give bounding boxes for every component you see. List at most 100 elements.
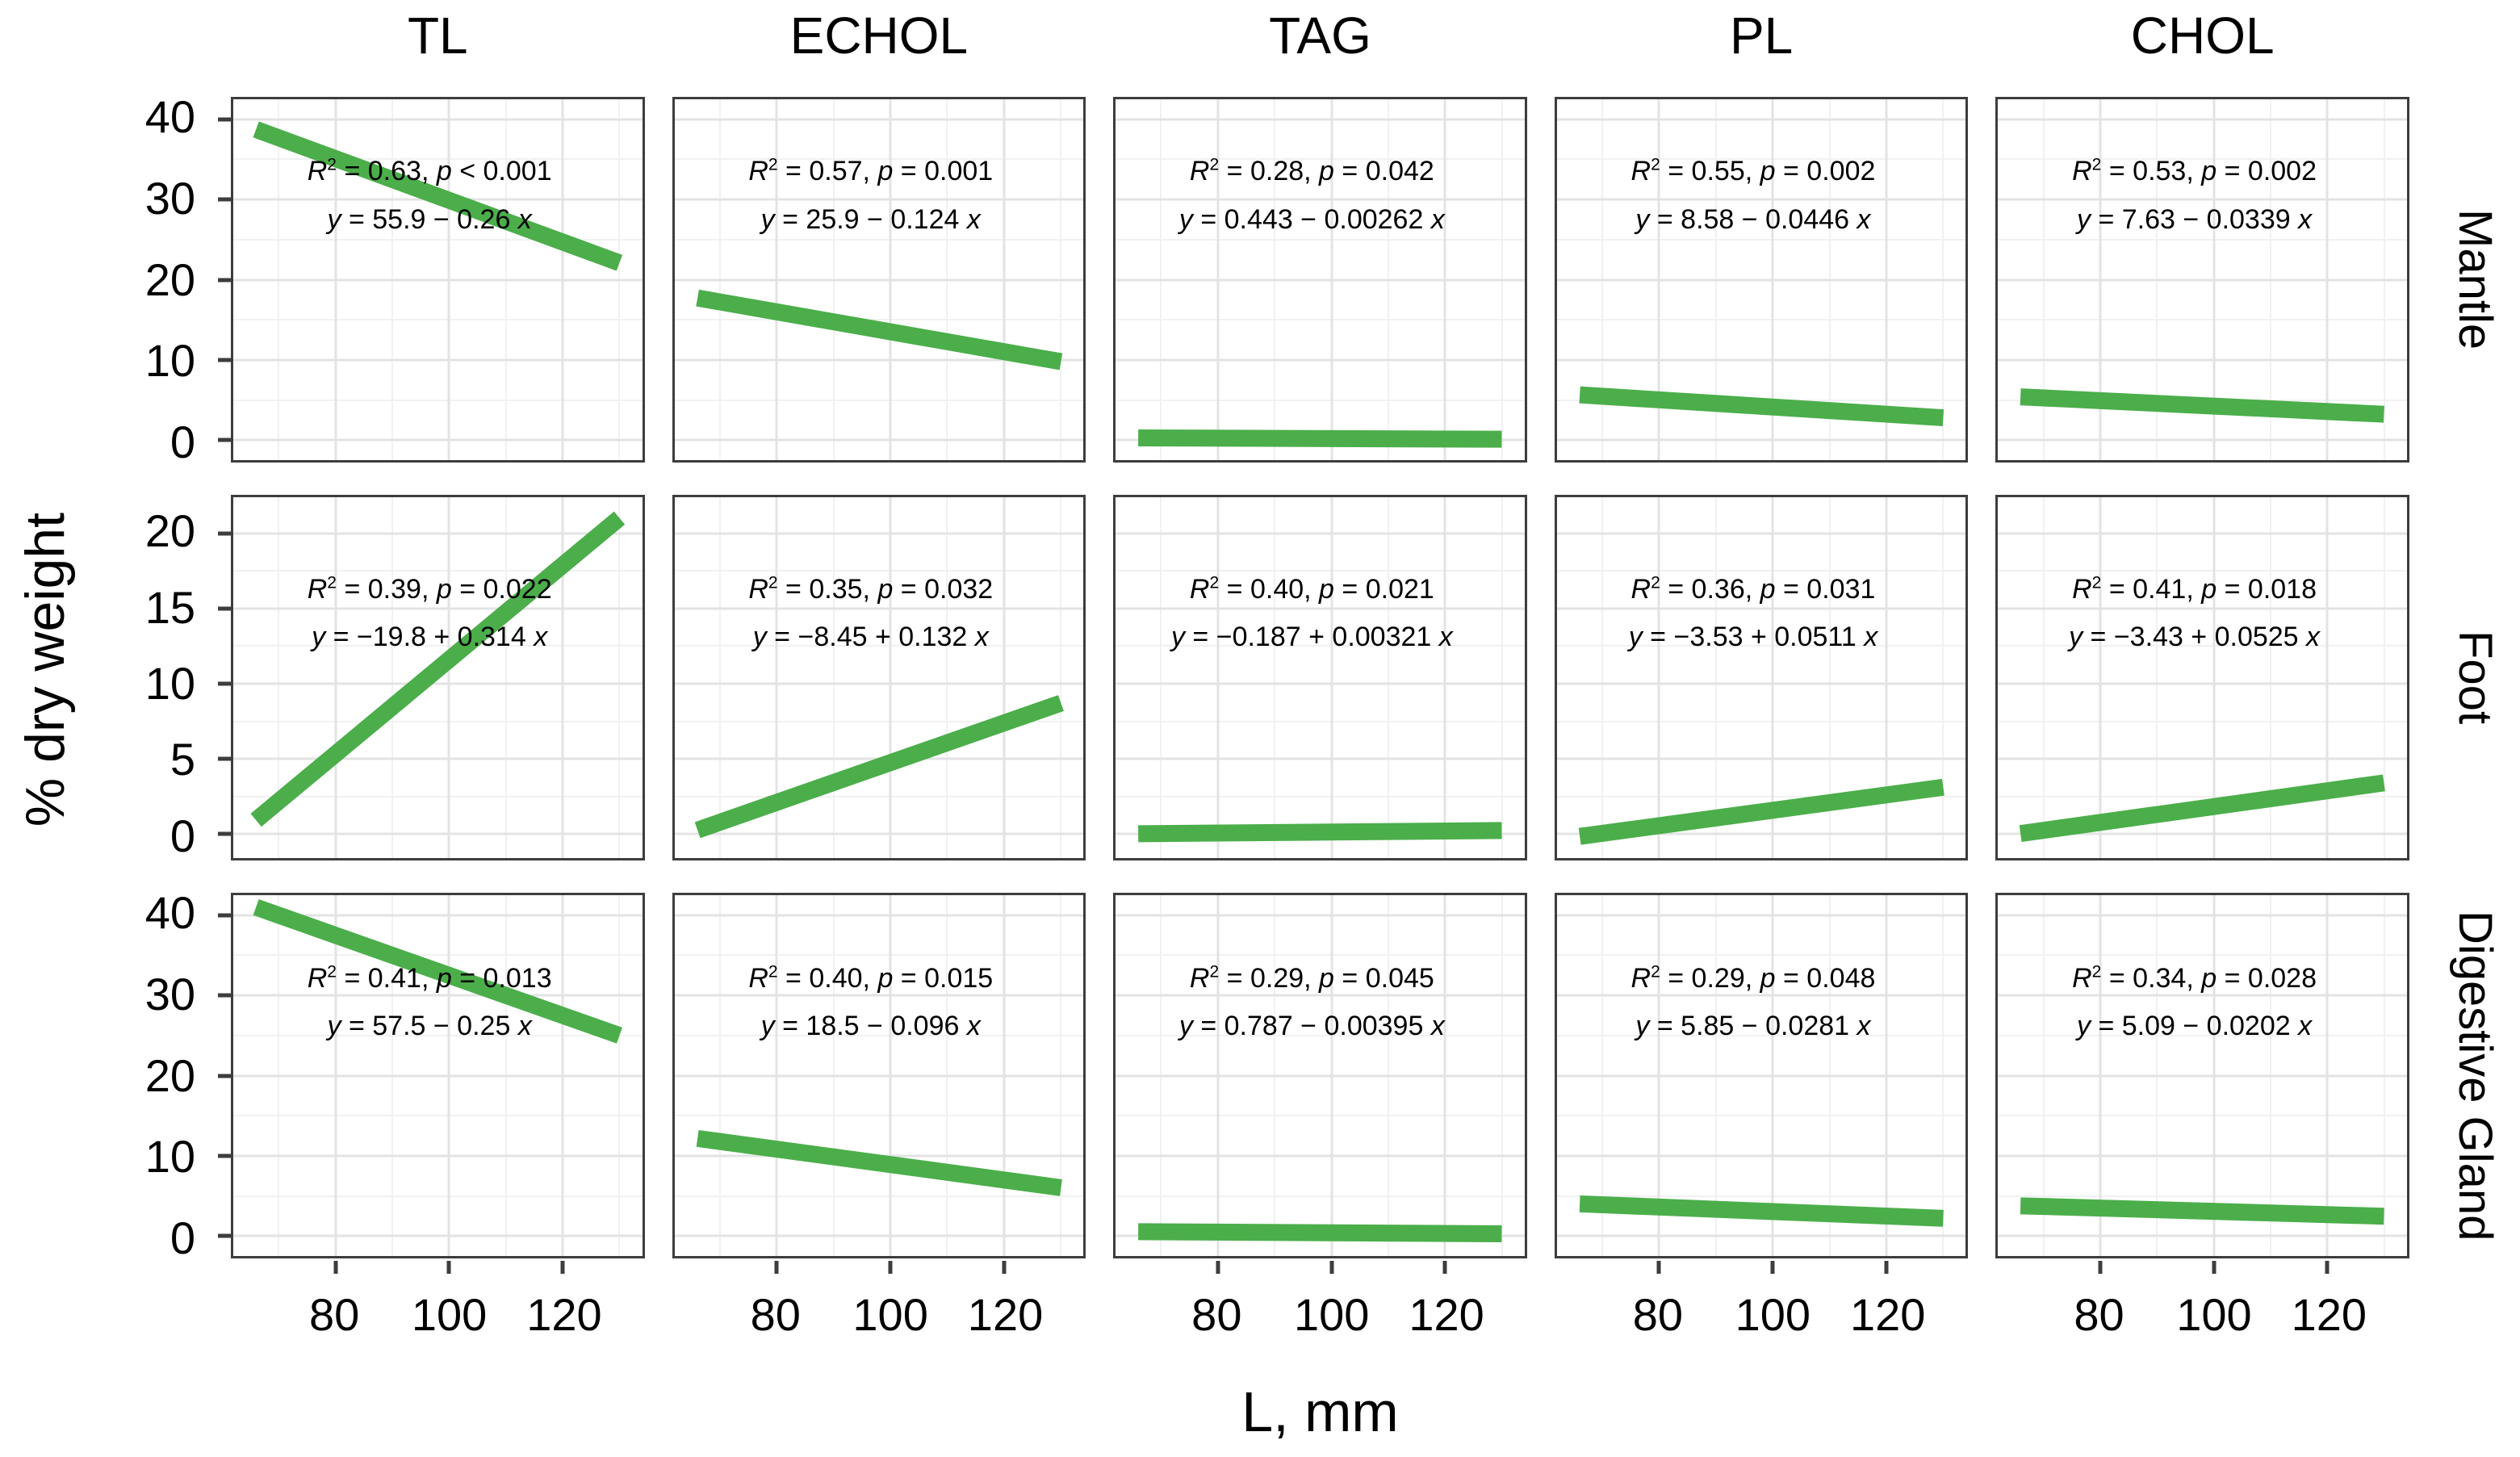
gridline-horizontal-major [1556,532,1966,535]
gridline-horizontal-minor [233,954,643,957]
gridline-horizontal-minor [1556,795,1966,798]
panel-stats: R2 = 0.36, p = 0.031 y = −3.53 + 0.0511 x [1557,566,1949,662]
regression-line [695,289,1062,371]
gridline-horizontal-major [233,914,643,917]
gridline-horizontal-major [674,118,1084,121]
gridline-horizontal-major [233,438,643,442]
gridline-horizontal-major [674,682,1084,685]
gridline-horizontal-minor [1998,238,2407,241]
gridline-vertical-major [1657,497,1660,858]
y-tick-label: 0 [170,416,195,467]
r2-p-annotation: R2 = 0.28, p = 0.042 [1189,156,1434,187]
column-title-pl: PL [1729,6,1794,65]
gridline-horizontal-minor [674,954,1084,957]
y-tick-label: 10 [144,658,195,710]
x-tick-label: 120 [1409,1289,1484,1340]
y-axis-label: % dry weight [15,512,76,827]
gridline-horizontal-major [1116,914,1525,917]
gridline-horizontal-minor [1556,1115,1966,1117]
gridline-horizontal-major [1556,994,1966,997]
y-tick-label: 40 [144,91,195,143]
gridline-vertical-minor [278,497,280,858]
gridline-horizontal-major [1556,118,1966,121]
r2-p-annotation: R2 = 0.63, p < 0.001 [307,156,552,187]
gridline-horizontal-major [1998,278,2407,281]
equation-annotation: y = 5.09 − 0.0202 x [2077,1011,2313,1042]
gridline-horizontal-major [674,1234,1084,1237]
gridline-horizontal-minor [1556,645,1966,647]
y-tick-labels-1: 40 30 20 10 0 [82,91,203,467]
equation-annotation: y = 0.443 − 0.00262 x [1178,203,1445,235]
gridline-horizontal-minor [1116,570,1525,572]
r2-p-annotation: R2 = 0.34, p = 0.028 [2072,962,2317,994]
gridline-horizontal-minor [674,1115,1084,1117]
gridline-vertical-minor [2383,497,2385,858]
gridline-horizontal-minor [1116,954,1525,957]
x-axis-label-cell: L, mm [231,1371,2409,1452]
equation-annotation: y = −3.43 + 0.0525 x [2069,622,2321,653]
regression-line [253,898,622,1044]
regression-line [1138,429,1502,448]
gridline-horizontal-major [1998,682,2407,685]
gridline-vertical-major [447,497,450,858]
x-axis-tick-mark [560,1261,565,1274]
gridline-horizontal-major [1556,757,1966,760]
gridline-vertical-major [1330,497,1333,858]
x-tick-label: 100 [411,1289,488,1340]
equation-annotation: y = 5.85 − 0.0281 x [1635,1011,1871,1042]
gridline-horizontal-minor [1998,954,2407,957]
y-tick-label: 20 [144,1049,195,1101]
gridline-vertical-minor [946,497,948,858]
gridline-horizontal-major [1998,198,2407,201]
x-tick-label: 80 [750,1289,801,1340]
gridline-horizontal-minor [1998,720,2407,722]
facet-panel-foot-echol: R2 = 0.35, p = 0.032 y = −8.45 + 0.132 x [672,495,1086,860]
x-tick-labels-chol: 80 100 120 [1995,1291,2409,1339]
gridline-horizontal-major [1556,607,1966,610]
gridline-horizontal-major [1116,532,1525,535]
x-tick-label: 120 [1850,1289,1926,1340]
panel-stats: R2 = 0.55, p = 0.002 y = 8.58 − 0.0446 x [1557,148,1949,244]
gridline-horizontal-major [674,1074,1084,1077]
r2-p-annotation: R2 = 0.53, p = 0.002 [2072,156,2317,187]
row-strip-label-digestive-gland: Digestive Gland [2448,910,2501,1241]
gridline-vertical-major [2212,497,2216,858]
gridline-horizontal-minor [233,1115,643,1117]
regression-line [1579,386,1944,427]
row-strip-label-mantle: Mantle [2448,209,2501,350]
x-axis-tick-mark [1770,1261,1775,1274]
gridline-horizontal-minor [1116,645,1525,647]
facet-panel-mantle-tag: R2 = 0.28, p = 0.042 y = 0.443 − 0.00262 … [1113,97,1527,463]
x-axis-tick-mark [446,1261,451,1274]
regression-line [2020,388,2385,423]
y-axis-tick-mark [218,531,231,536]
x-tick-labels-tl: 80 100 120 [231,1291,645,1339]
equation-annotation: y = 55.9 − 0.26 x [327,203,532,235]
y-tick-label: 10 [144,335,195,387]
gridline-horizontal-minor [674,720,1084,722]
x-axis-tick-mark [1329,1261,1334,1274]
gridline-horizontal-minor [1116,319,1525,321]
regression-line [250,511,626,827]
x-axis-tick-mark [1442,1261,1447,1274]
gridline-horizontal-minor [1116,1115,1525,1117]
panel-stats: R2 = 0.41, p = 0.013 y = 57.5 − 0.25 x [233,955,626,1051]
regression-line [1579,1195,1944,1227]
gridline-horizontal-minor [233,645,643,647]
regression-line [2020,774,2386,843]
gridline-vertical-minor [2156,497,2158,858]
regression-line [1578,778,1944,845]
panel-stats: R2 = 0.29, p = 0.045 y = 0.787 − 0.00395 … [1116,955,1508,1051]
gridline-horizontal-major [674,607,1084,610]
facet-panel-mantle-pl: R2 = 0.55, p = 0.002 y = 8.58 − 0.0446 x [1554,97,1969,463]
gridline-horizontal-minor [1998,1195,2407,1197]
gridline-vertical-major [1216,497,1220,858]
gridline-vertical-minor [1160,497,1162,858]
gridline-horizontal-major [1998,532,2407,535]
y-axis-tick-mark [218,831,231,836]
gridline-horizontal-minor [1556,720,1966,722]
facet-panel-digestive-gland-echol: R2 = 0.40, p = 0.015 y = 18.5 − 0.096 x [672,893,1086,1274]
gridline-horizontal-minor [233,399,643,401]
x-tick-label: 120 [2291,1289,2367,1340]
gridline-horizontal-minor [674,1034,1084,1036]
